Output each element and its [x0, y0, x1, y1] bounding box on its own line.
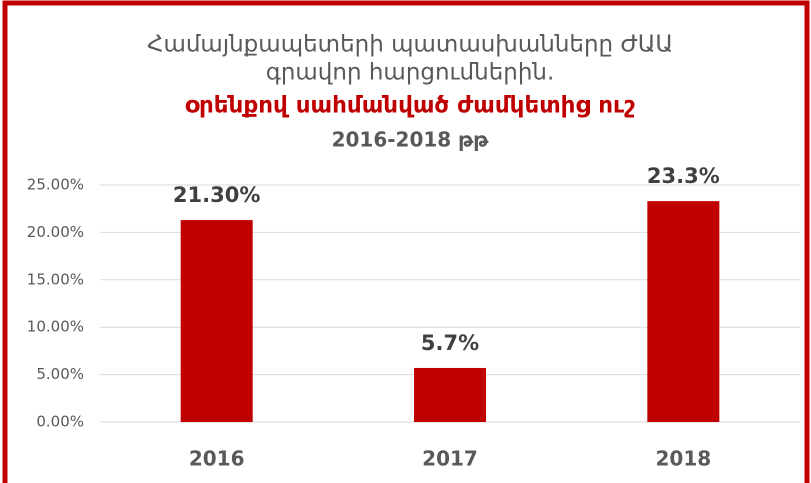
x-tick-label: 2016 [189, 447, 245, 471]
chart-subtitle: օրենքով սահմանված ժամկետից ուշ [185, 93, 636, 119]
bar [647, 201, 720, 422]
chart-period: 2016-2018 թթ [332, 128, 490, 152]
chart-title: գրավոր հարցումներին. [266, 60, 555, 86]
data-label: 5.7% [421, 331, 479, 355]
y-tick-label: 5.00% [36, 365, 84, 383]
y-tick-label: 10.00% [27, 318, 84, 336]
bar [180, 220, 253, 422]
y-tick-label: 20.00% [27, 223, 84, 241]
x-tick-label: 2018 [655, 447, 711, 471]
y-tick-label: 0.00% [36, 413, 84, 431]
data-label: 21.30% [173, 183, 260, 207]
y-tick-label: 25.00% [27, 176, 84, 194]
bar [414, 367, 486, 422]
chart-title: Համայնքապետերի պատասխանները ԺԱԱ [147, 32, 673, 58]
y-tick-label: 15.00% [27, 270, 84, 288]
x-tick-label: 2017 [422, 447, 478, 471]
data-label: 23.3% [647, 164, 720, 188]
